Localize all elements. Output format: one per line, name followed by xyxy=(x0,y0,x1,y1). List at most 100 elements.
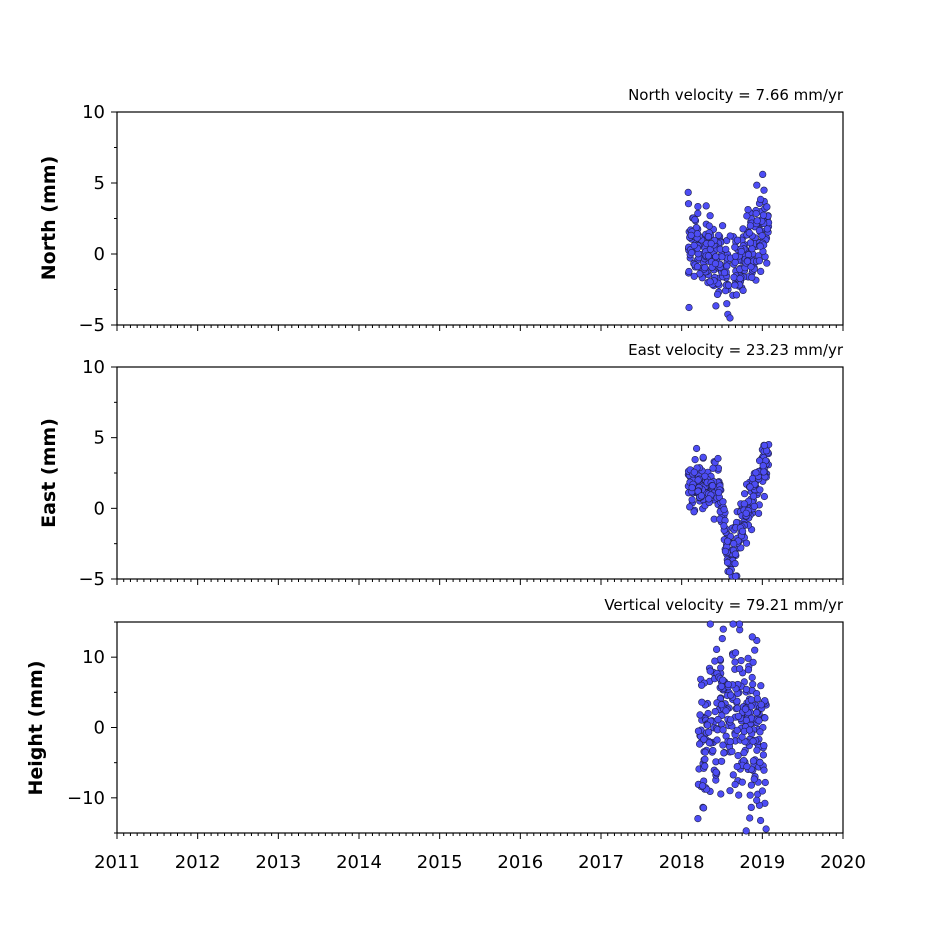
data-point xyxy=(746,791,754,799)
data-point xyxy=(739,286,747,295)
data-point xyxy=(720,522,728,530)
data-point xyxy=(720,269,729,277)
data-point xyxy=(693,230,702,238)
data-point xyxy=(756,758,764,767)
data-point xyxy=(742,685,751,694)
data-point xyxy=(733,697,741,705)
data-point xyxy=(752,209,760,218)
data-point xyxy=(730,273,738,282)
data-point xyxy=(717,701,726,709)
y-tick-label: 10 xyxy=(82,647,105,668)
data-point xyxy=(759,751,768,759)
data-point xyxy=(701,755,709,763)
y-tick-label: 0 xyxy=(94,718,105,739)
data-point xyxy=(705,222,713,230)
data-point xyxy=(712,645,721,654)
data-point xyxy=(740,749,748,757)
data-point xyxy=(726,314,734,322)
data-point xyxy=(722,707,730,715)
y-tick-label: 0 xyxy=(94,244,105,265)
data-point xyxy=(688,484,696,492)
data-point xyxy=(760,766,768,774)
data-point xyxy=(690,272,698,280)
data-point xyxy=(743,212,751,220)
data-point xyxy=(704,233,713,241)
y-tick-label: 10 xyxy=(82,357,105,378)
north-velocity-title: North velocity = 7.66 mm/yr xyxy=(628,86,844,104)
x-tick-label: 2014 xyxy=(336,852,382,873)
panel-height: Vertical velocity = 79.21 mm/yr Height (… xyxy=(25,596,844,839)
data-point xyxy=(753,695,762,703)
data-point xyxy=(703,721,712,729)
panel-east: East velocity = 23.23 mm/yr East (mm) −5… xyxy=(38,341,844,590)
data-point xyxy=(749,757,758,765)
data-point xyxy=(692,444,701,453)
data-point xyxy=(735,665,744,673)
data-point xyxy=(691,216,699,224)
data-point xyxy=(684,200,693,208)
data-point xyxy=(737,247,746,256)
data-point xyxy=(705,728,713,736)
x-tick-label: 2017 xyxy=(578,852,624,873)
scatter-points xyxy=(694,620,770,835)
x-axis-labels: 2011 2012 2013 2014 2015 2016 2017 2018 2019 2020 xyxy=(94,852,866,873)
data-point xyxy=(712,253,720,261)
data-point xyxy=(718,222,727,230)
data-point xyxy=(699,453,707,461)
data-point xyxy=(748,633,756,641)
data-point xyxy=(706,278,714,286)
data-point xyxy=(730,539,738,548)
data-point xyxy=(742,509,750,517)
data-point xyxy=(740,500,748,508)
east-ylabel: East (mm) xyxy=(38,418,60,528)
data-point xyxy=(749,737,757,745)
data-point xyxy=(723,262,731,270)
x-tick-label: 2019 xyxy=(739,852,785,873)
data-point xyxy=(735,620,744,628)
data-point xyxy=(731,243,739,251)
data-point xyxy=(711,657,719,665)
data-point xyxy=(705,495,713,503)
data-point xyxy=(699,804,708,812)
data-point xyxy=(763,203,771,211)
data-point xyxy=(724,281,733,289)
data-point xyxy=(761,714,769,722)
data-point xyxy=(701,264,709,272)
data-point xyxy=(760,741,768,750)
scatter-points xyxy=(684,170,773,322)
data-point xyxy=(749,492,758,500)
data-point xyxy=(714,454,722,463)
data-point xyxy=(712,302,720,310)
data-point xyxy=(706,667,714,675)
data-point xyxy=(709,746,717,755)
data-point xyxy=(756,486,764,494)
data-point xyxy=(705,739,713,747)
y-tick-label: 10 xyxy=(82,102,105,123)
data-point xyxy=(748,273,756,282)
data-point xyxy=(726,232,734,240)
panel-north: North velocity = 7.66 mm/yr North (mm) −… xyxy=(38,86,844,336)
data-point xyxy=(734,712,743,720)
data-point xyxy=(717,664,725,672)
data-point xyxy=(753,746,761,754)
data-point xyxy=(747,781,756,789)
data-point xyxy=(759,211,768,219)
data-point xyxy=(697,492,706,500)
data-point xyxy=(739,225,747,233)
x-tick-label: 2015 xyxy=(417,852,463,873)
data-point xyxy=(690,468,698,476)
data-point xyxy=(713,736,721,744)
data-point xyxy=(720,505,728,514)
data-point xyxy=(694,814,702,823)
data-point xyxy=(726,737,734,746)
data-point xyxy=(746,814,754,822)
data-point xyxy=(755,457,764,465)
data-point xyxy=(740,490,749,498)
data-point xyxy=(708,482,717,490)
data-point xyxy=(731,780,739,789)
data-point xyxy=(756,728,764,736)
data-point xyxy=(737,656,745,665)
data-point xyxy=(731,559,739,568)
x-tick-label: 2020 xyxy=(820,852,866,873)
